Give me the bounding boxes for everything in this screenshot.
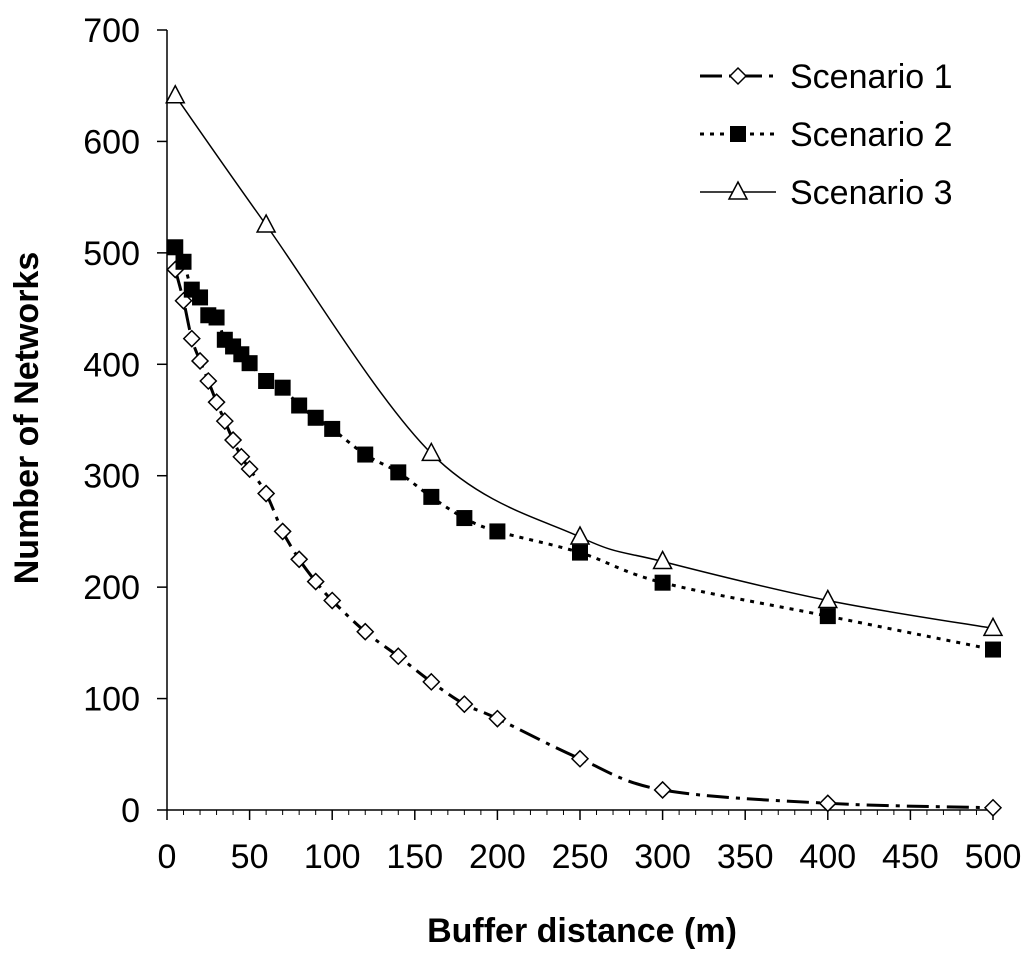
legend-marker-1 (728, 66, 748, 86)
x-tick-label: 450 (882, 838, 939, 876)
series-2-point (390, 464, 407, 481)
series-3-point (982, 616, 1004, 637)
series-1-point (488, 709, 507, 728)
series-2-point (489, 523, 506, 540)
series-1-point (199, 371, 218, 391)
series-2-point (654, 574, 671, 591)
series-1-point (224, 430, 243, 450)
legend: Scenario 1 Scenario 2 Scenario 3 (700, 58, 953, 212)
series-3 (165, 84, 1004, 637)
series-2-point (985, 641, 1001, 658)
x-tick-label: 400 (799, 838, 856, 876)
series-2-point (324, 420, 341, 437)
series-1-point (570, 749, 590, 768)
y-tick-label: 200 (83, 569, 140, 607)
series-2-point (307, 409, 324, 426)
series-1-point (323, 591, 342, 610)
series-1-point (215, 412, 234, 431)
x-axis-title: Buffer distance (m) (427, 912, 737, 950)
series-1-point (232, 447, 251, 466)
series-1-point (182, 329, 201, 348)
series-2-point (357, 446, 374, 463)
x-tick-label: 100 (304, 838, 361, 876)
series-layer (165, 84, 1004, 817)
series-1-point (257, 484, 276, 503)
series-2-point (456, 510, 473, 527)
series-2-point (241, 355, 258, 372)
series-1-point (306, 572, 325, 591)
series-1-point (190, 351, 210, 371)
series-2 (167, 239, 1001, 658)
y-tick-label: 600 (83, 123, 140, 161)
y-tick-label: 0 (121, 792, 140, 830)
series-1-point (240, 459, 259, 479)
y-tick-label: 500 (83, 235, 140, 273)
series-1-point (356, 622, 375, 641)
y-tick-label: 700 (83, 12, 140, 50)
series-3-point (569, 525, 591, 545)
series-1-point (455, 695, 474, 714)
x-tick-label: 0 (158, 838, 177, 876)
series-3-point (255, 213, 277, 233)
series-2-point (175, 253, 192, 270)
y-tick-label: 300 (83, 458, 140, 496)
series-3-point (165, 84, 186, 104)
series-2-point (258, 373, 275, 389)
legend-marker-3 (727, 180, 749, 200)
series-2-point (423, 488, 440, 505)
x-tick-label: 250 (552, 838, 609, 876)
series-1-point (389, 647, 408, 666)
legend-label-3: Scenario 3 (790, 174, 953, 212)
x-tick-label: 150 (386, 838, 443, 876)
x-tick-label: 50 (231, 838, 269, 876)
axes: 0 50 100 150 200 250 300 350 400 450 500 0 100 200 300… (83, 12, 1021, 876)
legend-marker-2 (730, 126, 746, 142)
x-tick-label: 350 (717, 838, 774, 876)
series-3-point (421, 441, 442, 462)
series-3-point (652, 549, 673, 570)
x-tick-label: 300 (634, 838, 691, 876)
legend-label-2: Scenario 2 (790, 116, 953, 154)
y-tick-label: 100 (83, 681, 140, 719)
series-3-point (817, 588, 839, 609)
series-2-point (274, 379, 291, 396)
series-2-line (173, 246, 994, 652)
y-axis-title: Number of Networks (8, 252, 46, 585)
legend-label-1: Scenario 1 (790, 58, 953, 96)
series-2-point (291, 397, 308, 414)
series-2-point (208, 309, 225, 326)
y-tick-label: 400 (83, 346, 140, 384)
series-1-point (290, 550, 309, 569)
series-1-point (207, 393, 226, 412)
x-tick-label: 500 (965, 838, 1022, 876)
series-1-point (983, 798, 1003, 817)
series-2-point (572, 544, 588, 561)
x-tick-label: 200 (469, 838, 526, 876)
series-2-point (192, 289, 209, 306)
series-1-point (273, 522, 292, 541)
series-2-point (167, 239, 184, 256)
series-1-point (653, 780, 672, 800)
series-2-point (819, 608, 836, 625)
series-1-point (422, 672, 441, 691)
series-1-point (818, 794, 837, 813)
